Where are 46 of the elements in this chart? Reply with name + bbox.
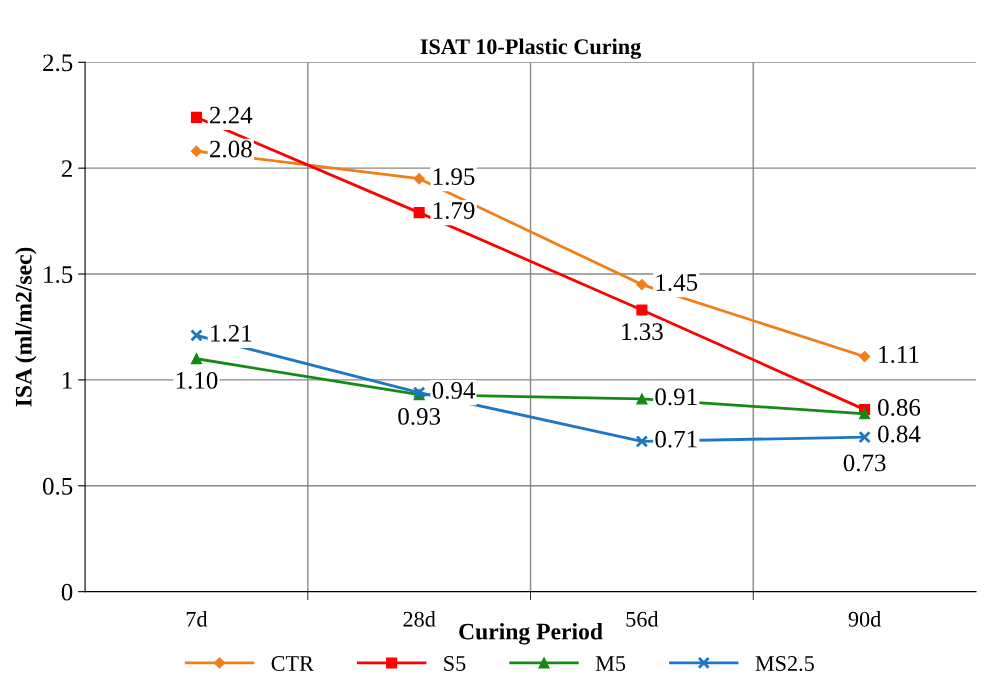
point (413, 207, 425, 219)
data-label: 2.24 (210, 106, 253, 124)
legend-label: S5 (444, 656, 466, 671)
y-tick-label: 0.5 (42, 477, 73, 495)
data-label: 0.84 (878, 425, 921, 443)
data-label: 1.45 (656, 274, 698, 291)
point (636, 279, 648, 291)
x-tick-label: 90d (848, 611, 882, 627)
data-label: 2.08 (210, 140, 252, 158)
x-tick-label: 28d (403, 611, 436, 627)
data-label: 0.93 (398, 407, 441, 425)
data-label: 0.91 (655, 388, 697, 406)
y-tick-label: 2.5 (43, 54, 73, 72)
data-label: 1.21 (211, 324, 252, 342)
data-label: 1.10 (176, 371, 218, 389)
point (636, 393, 648, 405)
x-tick-label: 7d (186, 611, 208, 627)
y-axis-title: ISA (ml/m2/sec) (15, 247, 37, 407)
point (635, 435, 649, 448)
point (859, 408, 871, 420)
data-label: 0.71 (655, 430, 697, 448)
point (858, 430, 871, 444)
y-tick-label: 2 (61, 160, 72, 177)
y-tick-label: 0 (61, 583, 73, 601)
chart-title: ISAT 10-Plastic Curing (420, 38, 642, 59)
x-tick-label: 56d (626, 611, 659, 627)
point (413, 173, 425, 185)
point (190, 329, 203, 342)
data-label: 0.73 (843, 454, 886, 472)
point (636, 304, 648, 316)
data-label: 1.11 (879, 346, 919, 363)
x-axis-title: Curing Period (459, 622, 603, 645)
data-label: 1.95 (433, 168, 475, 186)
data-label: 0.86 (878, 398, 921, 416)
data-label: 1.79 (433, 202, 475, 219)
data-label: 1.33 (622, 323, 663, 341)
legend-label: MS2.5 (755, 656, 814, 672)
data-label: 0.94 (432, 382, 476, 399)
y-tick-label: 1 (62, 372, 72, 389)
point (190, 111, 203, 123)
legend-label: M5 (595, 656, 626, 671)
point (190, 145, 203, 157)
legend-label: CTR (271, 656, 314, 671)
y-tick-label: 1.5 (44, 266, 73, 284)
point (190, 353, 203, 365)
point (859, 351, 871, 363)
